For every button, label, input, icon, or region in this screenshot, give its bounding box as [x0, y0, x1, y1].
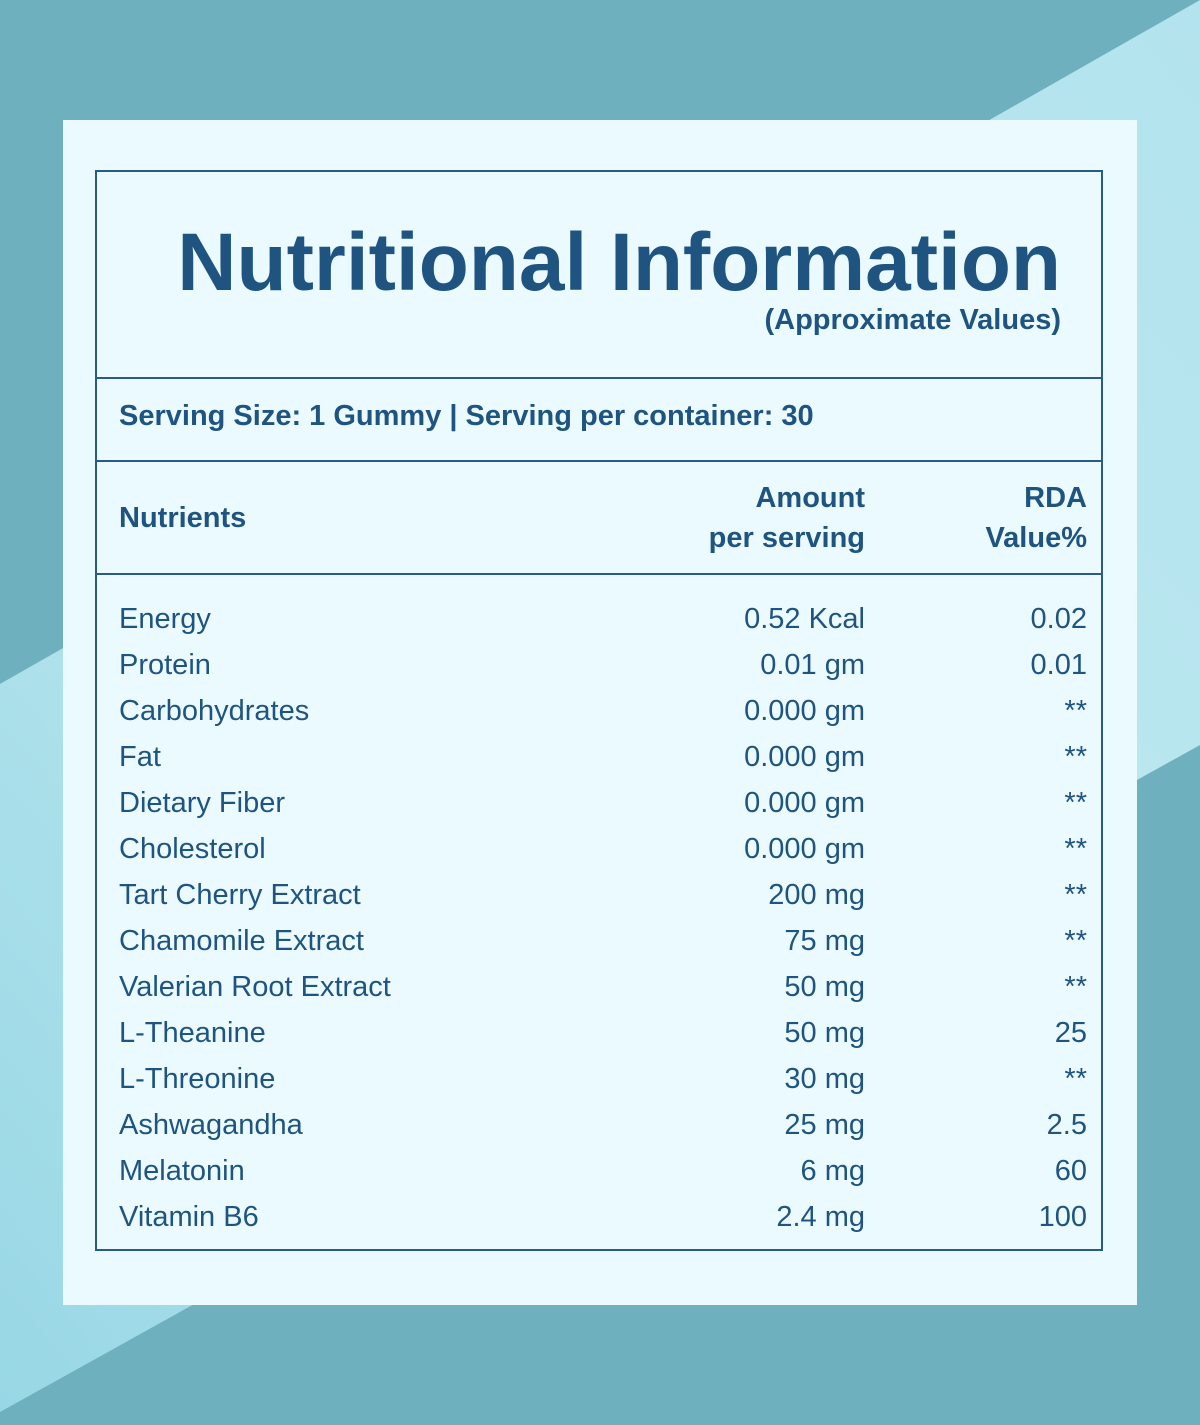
- nutrient-amount: 2.4 mg: [776, 1200, 865, 1233]
- table-row: Tart Cherry Extract 200 mg **: [119, 872, 1087, 918]
- nutrient-amount: 0.000 gm: [744, 786, 865, 819]
- nutrient-name: Fat: [119, 740, 161, 773]
- nutrient-rda: **: [1064, 740, 1087, 773]
- nutrient-name: Carbohydrates: [119, 694, 310, 727]
- divider: [97, 573, 1101, 575]
- nutrient-rda: **: [1064, 970, 1087, 1003]
- nutrient-rda: **: [1064, 1062, 1087, 1095]
- nutrient-rda: **: [1064, 694, 1087, 727]
- nutrient-name: Valerian Root Extract: [119, 970, 391, 1003]
- table-row: Valerian Root Extract 50 mg **: [119, 964, 1087, 1010]
- table-row: Melatonin 6 mg 60: [119, 1148, 1087, 1194]
- nutrient-amount: 0.000 gm: [744, 832, 865, 865]
- nutrient-rda: 0.01: [1030, 648, 1087, 681]
- nutrient-rda: 0.02: [1030, 602, 1087, 635]
- divider: [97, 377, 1101, 379]
- page-title: Nutritional Information: [177, 217, 1061, 308]
- nutrient-rows: Energy 0.52 Kcal 0.02 Protein 0.01 gm 0.01 Car…: [119, 596, 1087, 1240]
- table-row: Fat 0.000 gm **: [119, 734, 1087, 780]
- table-row: Dietary Fiber 0.000 gm **: [119, 780, 1087, 826]
- table-row: Chamomile Extract 75 mg **: [119, 918, 1087, 964]
- nutrient-amount: 25 mg: [784, 1108, 865, 1141]
- nutrient-rda: **: [1064, 832, 1087, 865]
- nutrient-name: Chamomile Extract: [119, 924, 364, 957]
- nutrient-rda: **: [1064, 786, 1087, 819]
- nutrient-rda: 2.5: [1046, 1108, 1087, 1141]
- serving-info: Serving Size: 1 Gummy | Serving per cont…: [119, 400, 814, 432]
- table-row: L-Threonine 30 mg **: [119, 1056, 1087, 1102]
- table-row: Protein 0.01 gm 0.01: [119, 642, 1087, 688]
- nutrient-amount: 30 mg: [784, 1062, 865, 1095]
- table-row: Ashwagandha 25 mg 2.5: [119, 1102, 1087, 1148]
- nutrient-name: Ashwagandha: [119, 1108, 303, 1141]
- nutrient-name: Dietary Fiber: [119, 786, 285, 819]
- header-amount-sub: per serving: [708, 522, 865, 554]
- nutrient-rda: 60: [1054, 1154, 1087, 1187]
- subtitle: (Approximate Values): [764, 304, 1061, 336]
- nutrient-amount: 50 mg: [784, 970, 865, 1003]
- nutrient-amount: 75 mg: [784, 924, 865, 957]
- nutrient-amount: 6 mg: [800, 1154, 865, 1187]
- nutrient-amount: 0.000 gm: [744, 694, 865, 727]
- nutrient-name: Vitamin B6: [119, 1200, 259, 1233]
- nutrient-rda: **: [1064, 878, 1087, 911]
- header-amount: Amount: [755, 482, 865, 514]
- header-rda-sub: Value%: [985, 522, 1087, 554]
- nutrition-table: Nutritional Information (Approximate Val…: [95, 170, 1103, 1251]
- table-row: Carbohydrates 0.000 gm **: [119, 688, 1087, 734]
- table-row: L-Theanine 50 mg 25: [119, 1010, 1087, 1056]
- nutrient-name: L-Theanine: [119, 1016, 266, 1049]
- nutrient-amount: 200 mg: [768, 878, 865, 911]
- nutrient-name: Cholesterol: [119, 832, 266, 865]
- nutrient-amount: 0.52 Kcal: [744, 602, 865, 635]
- table-row: Cholesterol 0.000 gm **: [119, 826, 1087, 872]
- nutrient-rda: 100: [1038, 1200, 1087, 1233]
- header-rda: RDA: [1024, 482, 1087, 514]
- nutrition-card: Nutritional Information (Approximate Val…: [63, 120, 1137, 1305]
- nutrient-amount: 0.000 gm: [744, 740, 865, 773]
- nutrient-amount: 50 mg: [784, 1016, 865, 1049]
- nutrient-amount: 0.01 gm: [760, 648, 865, 681]
- nutrient-rda: **: [1064, 924, 1087, 957]
- nutrient-rda: 25: [1054, 1016, 1087, 1049]
- nutrient-name: Tart Cherry Extract: [119, 878, 361, 911]
- nutrient-name: Energy: [119, 602, 211, 635]
- table-row: Energy 0.52 Kcal 0.02: [119, 596, 1087, 642]
- divider: [97, 460, 1101, 462]
- table-row: Vitamin B6 2.4 mg 100: [119, 1194, 1087, 1240]
- nutrient-name: Protein: [119, 648, 211, 681]
- header-nutrients: Nutrients: [119, 502, 247, 534]
- nutrient-name: Melatonin: [119, 1154, 245, 1187]
- nutrient-name: L-Threonine: [119, 1062, 276, 1095]
